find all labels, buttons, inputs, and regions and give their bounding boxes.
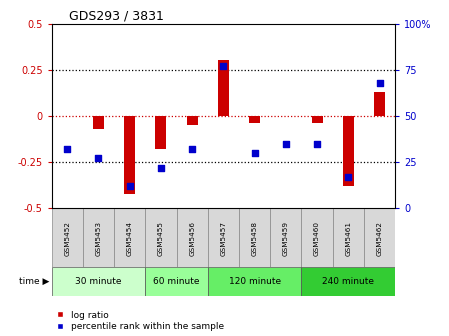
Point [220,63,227,69]
Text: GSM5456: GSM5456 [189,221,195,256]
Text: 30 minute: 30 minute [75,277,122,286]
Bar [52,208,83,267]
Text: time ▶: time ▶ [19,277,49,286]
Bar [208,208,239,267]
Text: 60 minute: 60 minute [153,277,200,286]
Point [313,141,321,146]
Text: GSM5459: GSM5459 [283,221,289,256]
Bar [114,208,145,267]
Bar [312,116,322,123]
Bar [343,116,354,186]
Bar [364,208,395,267]
Bar [374,92,385,116]
Text: GSM5462: GSM5462 [377,221,383,256]
Point [376,80,383,85]
Text: GSM5455: GSM5455 [158,221,164,256]
Bar [218,60,229,116]
Bar [52,267,145,296]
Text: 240 minute: 240 minute [322,277,374,286]
Point [64,146,71,152]
Bar [176,208,208,267]
Bar [301,267,395,296]
Bar [249,116,260,123]
Bar [145,267,208,296]
Text: GSM5457: GSM5457 [220,221,226,256]
Legend: log ratio, percentile rank within the sample: log ratio, percentile rank within the sa… [56,311,224,332]
Bar [124,116,135,194]
Point [95,156,102,161]
Point [126,183,133,189]
Bar [270,208,301,267]
Point [251,150,258,156]
Bar [187,116,198,125]
Bar [155,116,167,149]
Text: GSM5453: GSM5453 [96,221,101,256]
Text: GDS293 / 3831: GDS293 / 3831 [69,9,164,23]
Text: GSM5461: GSM5461 [345,221,351,256]
Bar [239,208,270,267]
Bar [301,208,333,267]
Point [282,141,290,146]
Text: 120 minute: 120 minute [229,277,281,286]
Bar [333,208,364,267]
Text: GSM5460: GSM5460 [314,221,320,256]
Point [157,165,164,170]
Text: GSM5454: GSM5454 [127,221,133,256]
Point [345,174,352,179]
Bar [145,208,176,267]
Point [189,146,196,152]
Bar [208,267,301,296]
Text: GSM5452: GSM5452 [64,221,70,256]
Bar [93,116,104,129]
Text: GSM5458: GSM5458 [251,221,258,256]
Bar [83,208,114,267]
